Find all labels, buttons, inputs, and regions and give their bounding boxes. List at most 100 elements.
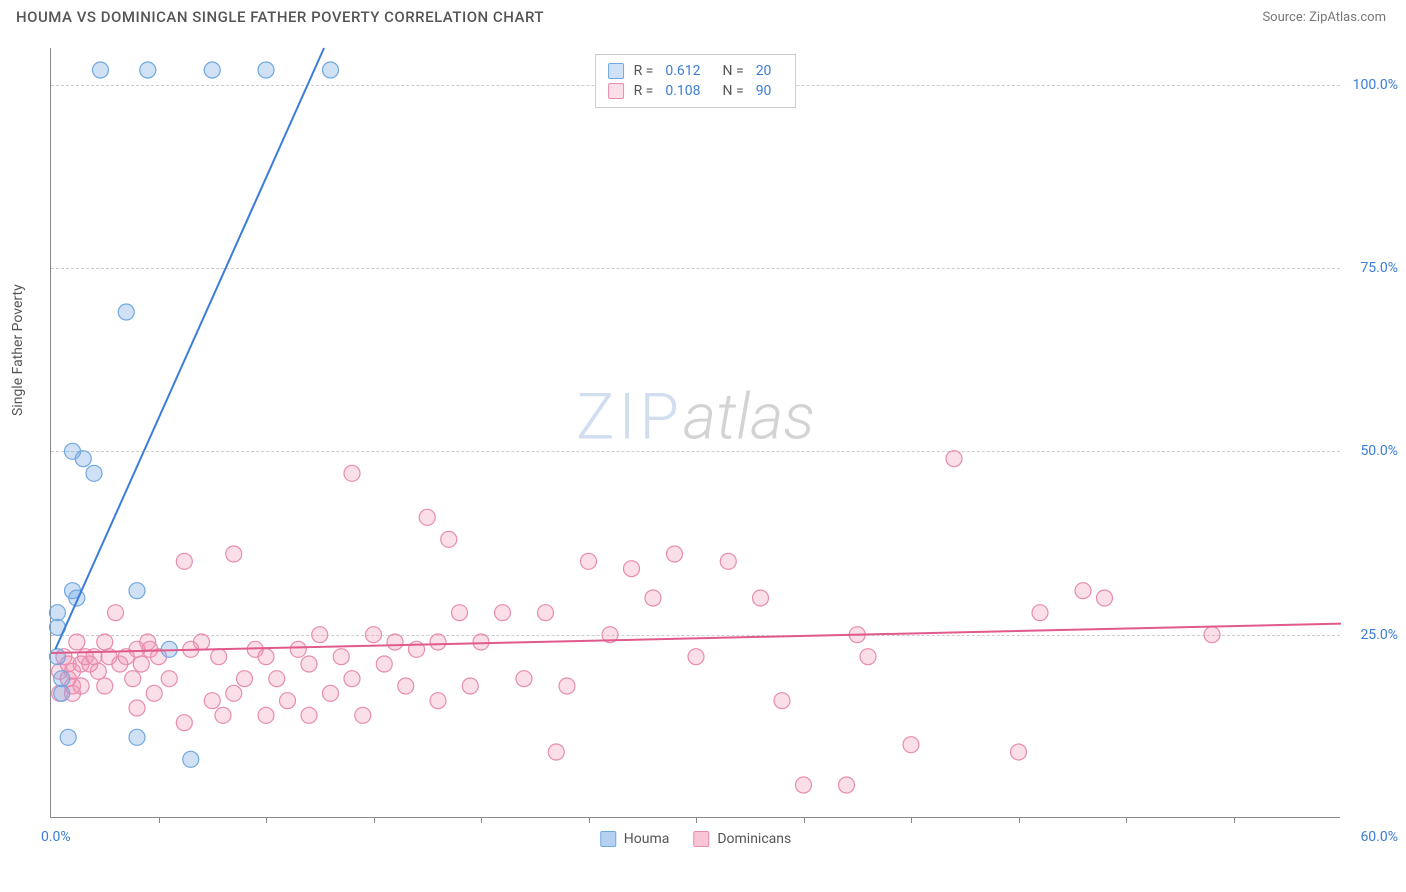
data-point <box>129 583 145 599</box>
data-point <box>183 751 199 767</box>
data-point <box>269 671 285 687</box>
data-point <box>301 656 317 672</box>
n-value-houma: 20 <box>756 63 772 79</box>
data-point <box>323 685 339 701</box>
x-axis-min-label: 0.0% <box>41 829 71 845</box>
data-point <box>538 605 554 621</box>
data-point <box>753 590 769 606</box>
data-point <box>204 693 220 709</box>
r-value-houma: 0.612 <box>665 63 700 79</box>
data-point <box>581 553 597 569</box>
data-point <box>495 605 511 621</box>
source-name: ZipAtlas.com <box>1309 10 1386 25</box>
data-point <box>75 451 91 467</box>
data-point <box>211 649 227 665</box>
x-tick <box>1234 817 1235 823</box>
data-point <box>49 605 65 621</box>
legend-row-houma: R = 0.612 N = 20 <box>608 61 784 81</box>
x-tick <box>696 817 697 823</box>
data-point <box>129 700 145 716</box>
data-point <box>161 671 177 687</box>
data-point <box>720 553 736 569</box>
data-point <box>441 531 457 547</box>
data-point <box>226 546 242 562</box>
data-point <box>1032 605 1048 621</box>
data-point <box>129 729 145 745</box>
data-point <box>237 671 253 687</box>
data-point <box>258 707 274 723</box>
data-point <box>1011 744 1027 760</box>
data-point <box>312 627 328 643</box>
data-point <box>1204 627 1220 643</box>
data-point <box>69 634 85 650</box>
x-tick <box>911 817 912 823</box>
legend-label-dominicans: Dominicans <box>717 831 791 847</box>
data-point <box>376 656 392 672</box>
data-point <box>860 649 876 665</box>
data-point <box>796 777 812 793</box>
data-point <box>1075 583 1091 599</box>
data-point <box>125 671 141 687</box>
y-tick-label: 100.0% <box>1353 77 1398 93</box>
n-label-2: N = <box>723 83 744 99</box>
swatch-houma-bottom <box>600 831 616 847</box>
x-tick <box>374 817 375 823</box>
data-point <box>60 729 76 745</box>
swatch-houma <box>608 63 624 79</box>
data-point <box>1097 590 1113 606</box>
data-point <box>419 509 435 525</box>
data-point <box>462 678 478 694</box>
legend-label-houma: Houma <box>624 831 670 847</box>
n-label: N = <box>723 63 744 79</box>
chart-header: HOUMA VS DOMINICAN SINGLE FATHER POVERTY… <box>0 0 1406 34</box>
data-point <box>344 465 360 481</box>
data-point <box>290 641 306 657</box>
data-point <box>559 678 575 694</box>
y-tick-label: 50.0% <box>1360 443 1398 459</box>
x-tick <box>804 817 805 823</box>
data-point <box>194 634 210 650</box>
swatch-dominicans-bottom <box>693 831 709 847</box>
data-point <box>452 605 468 621</box>
data-point <box>548 744 564 760</box>
data-point <box>516 671 532 687</box>
data-point <box>140 62 156 78</box>
legend-row-dominicans: R = 0.108 N = 90 <box>608 81 784 101</box>
swatch-dominicans <box>608 83 624 99</box>
data-point <box>258 62 274 78</box>
scatter-svg <box>51 48 1340 817</box>
plot-area: 25.0%50.0%75.0%100.0% ZIPatlas R = 0.612… <box>50 48 1340 818</box>
data-point <box>54 685 70 701</box>
data-point <box>226 685 242 701</box>
x-tick <box>1019 817 1020 823</box>
data-point <box>97 678 113 694</box>
data-point <box>215 707 231 723</box>
data-point <box>176 553 192 569</box>
chart-source: Source: ZipAtlas.com <box>1262 10 1386 25</box>
data-point <box>903 737 919 753</box>
data-point <box>946 451 962 467</box>
data-point <box>645 590 661 606</box>
data-point <box>258 649 274 665</box>
legend-item-dominicans: Dominicans <box>693 831 791 847</box>
data-point <box>204 62 220 78</box>
data-point <box>430 634 446 650</box>
data-point <box>146 685 162 701</box>
data-point <box>387 634 403 650</box>
legend-item-houma: Houma <box>600 831 670 847</box>
y-axis-label: Single Father Poverty <box>10 284 26 416</box>
x-axis-max-label: 60.0% <box>1360 829 1398 845</box>
data-point <box>92 62 108 78</box>
data-point <box>366 627 382 643</box>
x-tick <box>481 817 482 823</box>
data-point <box>688 649 704 665</box>
data-point <box>355 707 371 723</box>
data-point <box>176 715 192 731</box>
data-point <box>624 561 640 577</box>
data-point <box>86 465 102 481</box>
data-point <box>280 693 296 709</box>
legend-correlation: R = 0.612 N = 20 R = 0.108 N = 90 <box>595 54 797 108</box>
r-value-dominicans: 0.108 <box>665 83 700 99</box>
data-point <box>54 671 70 687</box>
source-label: Source: <box>1262 10 1305 25</box>
